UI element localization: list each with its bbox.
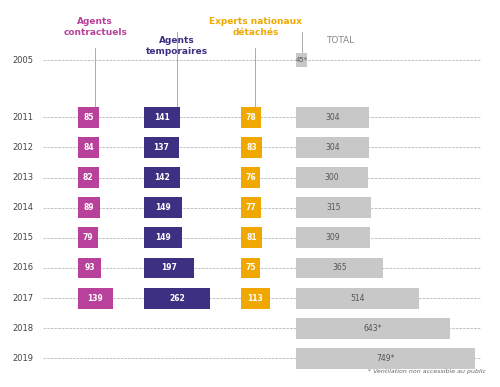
Text: 82: 82 <box>83 173 94 182</box>
Text: 2019: 2019 <box>13 354 34 363</box>
Bar <box>296 258 384 278</box>
Bar <box>296 348 475 369</box>
Bar <box>241 228 262 248</box>
Bar <box>78 137 99 158</box>
Bar <box>296 53 307 67</box>
Bar <box>78 228 98 248</box>
Bar <box>78 197 100 218</box>
Text: 2017: 2017 <box>12 294 34 303</box>
Text: 2011: 2011 <box>13 113 34 122</box>
Text: 85: 85 <box>83 113 94 122</box>
Text: 365: 365 <box>332 264 347 272</box>
Bar <box>78 288 113 308</box>
Bar <box>296 288 419 308</box>
Text: 84: 84 <box>83 143 94 152</box>
Text: 142: 142 <box>154 173 170 182</box>
Text: 514: 514 <box>350 294 365 303</box>
Bar <box>78 258 102 278</box>
Bar <box>144 137 178 158</box>
Text: 300: 300 <box>324 173 340 182</box>
Bar <box>296 228 370 248</box>
Bar <box>144 107 180 128</box>
Bar <box>144 288 210 308</box>
Text: 304: 304 <box>325 143 340 152</box>
Text: 77: 77 <box>246 203 256 212</box>
Bar <box>144 228 182 248</box>
Text: 749*: 749* <box>376 354 395 363</box>
Bar <box>241 288 270 308</box>
Bar <box>241 167 260 188</box>
Text: 89: 89 <box>84 203 94 212</box>
Text: 197: 197 <box>161 264 176 272</box>
Bar <box>296 137 369 158</box>
Text: 76: 76 <box>246 173 256 182</box>
Text: 137: 137 <box>153 143 169 152</box>
Text: Agents
contractuels: Agents contractuels <box>64 17 128 37</box>
Text: 2012: 2012 <box>13 143 34 152</box>
Text: 149: 149 <box>155 233 170 242</box>
Bar <box>296 197 372 218</box>
Bar <box>296 107 369 128</box>
Bar <box>78 167 98 188</box>
Bar <box>296 318 450 339</box>
Text: 83: 83 <box>246 143 257 152</box>
Bar <box>241 197 260 218</box>
Text: Agents
temporaires: Agents temporaires <box>146 36 208 56</box>
Text: 2018: 2018 <box>12 324 34 333</box>
Text: 75: 75 <box>246 264 256 272</box>
Text: * Ventilation non accessible au public: * Ventilation non accessible au public <box>368 369 486 374</box>
Text: 315: 315 <box>326 203 341 212</box>
Text: 141: 141 <box>154 113 170 122</box>
Text: 2005: 2005 <box>13 56 34 65</box>
Text: 2013: 2013 <box>12 173 34 182</box>
Text: 45*: 45* <box>296 57 308 63</box>
Text: 304: 304 <box>325 113 340 122</box>
Text: 2014: 2014 <box>13 203 34 212</box>
Text: 643*: 643* <box>364 324 382 333</box>
Bar <box>144 258 194 278</box>
Text: 79: 79 <box>82 233 93 242</box>
Bar <box>241 258 260 278</box>
Text: 81: 81 <box>246 233 256 242</box>
Text: Experts nationaux
détachés: Experts nationaux détachés <box>209 17 302 37</box>
Bar <box>241 107 261 128</box>
Text: 113: 113 <box>248 294 264 303</box>
Text: 149: 149 <box>155 203 170 212</box>
Text: 78: 78 <box>246 113 256 122</box>
Text: 139: 139 <box>88 294 103 303</box>
Text: 262: 262 <box>169 294 185 303</box>
Text: 2016: 2016 <box>12 264 34 272</box>
Bar <box>144 167 180 188</box>
Text: 309: 309 <box>326 233 340 242</box>
Bar <box>78 107 100 128</box>
Text: TOTAL: TOTAL <box>326 36 354 45</box>
Text: 93: 93 <box>84 264 94 272</box>
Text: 2015: 2015 <box>13 233 34 242</box>
Bar <box>144 197 182 218</box>
Bar <box>296 167 368 188</box>
Bar <box>241 137 262 158</box>
